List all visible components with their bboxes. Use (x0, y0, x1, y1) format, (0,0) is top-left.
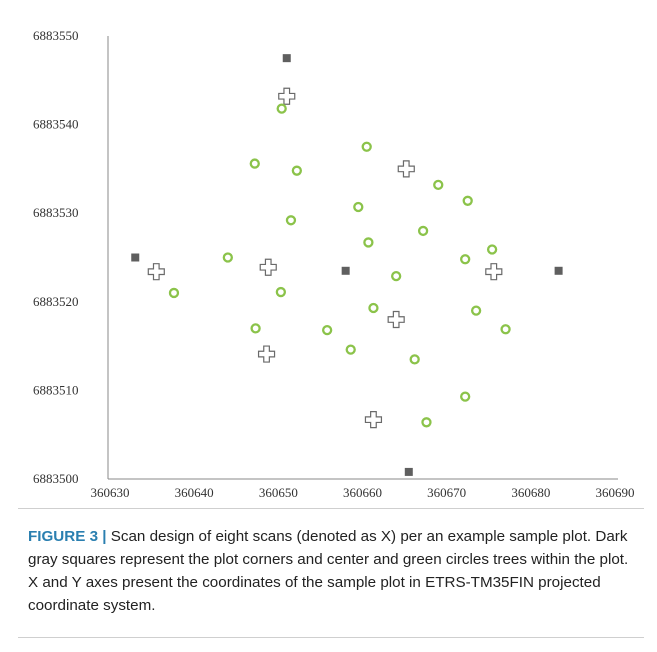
tree-marker (409, 354, 420, 365)
caption-text: Scan design of eight scans (denoted as X… (28, 528, 629, 614)
scan-position-marker (485, 263, 503, 281)
scan-position-marker (259, 258, 277, 276)
tree-marker (321, 325, 333, 336)
y-tick-label: 6883540 (33, 117, 79, 132)
tree-marker (249, 158, 260, 169)
tree-marker (363, 237, 374, 248)
plot-corner-marker (282, 54, 291, 63)
tree-marker (285, 215, 297, 226)
tree-marker (417, 225, 429, 237)
y-tick-label: 6883500 (33, 471, 79, 486)
tree-marker (460, 254, 471, 265)
tree-marker (368, 302, 379, 314)
scan-position-marker (278, 87, 296, 105)
tree-marker (353, 201, 364, 213)
tree-marker (460, 391, 471, 402)
y-tick-labels: 6883550 6883540 6883530 6883520 6883510 68835… (33, 28, 79, 486)
x-tick-labels: 360630 360640 360650 360660 360670 360680 3606… (91, 485, 635, 500)
y-tick-label: 6883550 (33, 28, 79, 43)
tree-marker (433, 179, 444, 190)
tree-marker (222, 252, 233, 263)
plot-corner-marker (404, 467, 413, 476)
tree-marker (291, 165, 303, 176)
plot-corner-marker (554, 266, 563, 275)
tree-marker (470, 305, 482, 316)
tree-marker (361, 141, 372, 152)
tree-marker (486, 244, 498, 255)
tree-marker (500, 324, 511, 335)
x-tick-label: 360630 (91, 485, 130, 500)
scatter-plot: 6883550 6883540 6883530 6883520 6883510 68835… (33, 28, 635, 500)
figure-caption-box: FIGURE 3 | Scan design of eight scans (d… (18, 508, 644, 638)
y-tick-label: 6883510 (33, 382, 79, 397)
x-tick-label: 360690 (596, 485, 635, 500)
scan-position-marker (397, 160, 415, 178)
plot-corner-marker (341, 266, 350, 275)
tree-marker (391, 270, 402, 282)
x-tick-label: 360680 (511, 485, 550, 500)
tree-marker (462, 195, 473, 206)
tree-marker (168, 287, 180, 299)
plot-markers (131, 54, 563, 476)
figure-label: FIGURE 3 | (28, 528, 107, 545)
figure-caption: FIGURE 3 | Scan design of eight scans (d… (28, 525, 638, 617)
scan-position-marker (387, 310, 405, 329)
x-tick-label: 360640 (175, 485, 214, 500)
tree-marker (275, 286, 287, 298)
x-tick-label: 360670 (427, 485, 466, 500)
scan-position-marker (257, 345, 276, 363)
x-tick-label: 360650 (259, 485, 298, 500)
scan-position-marker (147, 263, 165, 281)
y-tick-label: 6883530 (33, 205, 79, 220)
tree-marker (421, 417, 432, 428)
plot-corner-marker (131, 253, 140, 262)
tree-marker (276, 103, 287, 114)
scan-position-marker (364, 411, 383, 429)
tree-marker (345, 344, 356, 355)
y-tick-label: 6883520 (33, 294, 79, 309)
tree-marker (250, 323, 261, 334)
x-tick-label: 360660 (343, 485, 382, 500)
